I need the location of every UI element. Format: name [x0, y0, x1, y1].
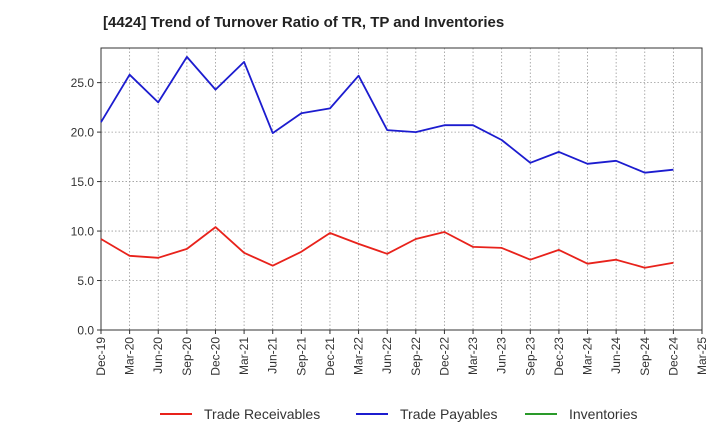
y-tick-label: 20.0: [71, 126, 95, 140]
y-tick-label: 15.0: [71, 175, 95, 189]
y-tick-label: 25.0: [71, 76, 95, 90]
x-tick-label: Sep-23: [523, 337, 537, 376]
series-layer: [100, 56, 674, 269]
x-tick-label: Jun-21: [266, 337, 280, 374]
x-tick-label: Jun-22: [380, 337, 394, 374]
x-tick-label: Dec-20: [208, 337, 222, 376]
chart-title: [4424] Trend of Turnover Ratio of TR, TP…: [103, 14, 505, 31]
plot-frame: [100, 47, 703, 331]
x-tick-label: Jun-24: [609, 337, 623, 374]
x-tick-label: Sep-21: [294, 337, 308, 376]
legend-label-trade-payables: Trade Payables: [400, 406, 498, 422]
legend-layer: Trade Receivables Trade Payables Inventori…: [160, 406, 637, 422]
x-tick-label: Mar-21: [237, 337, 251, 375]
x-tick-label: Sep-24: [638, 337, 652, 376]
x-tick-label: Mar-23: [466, 337, 480, 375]
x-tick-label: Mar-25: [695, 337, 709, 375]
axis-layer: 0.0 5.0 10.0 15.0 20.0 25.0 Dec-19 Mar-20 Jun-20…: [71, 47, 709, 376]
x-tick-label: Jun-23: [495, 337, 509, 374]
y-tick-label: 5.0: [77, 274, 94, 288]
x-tick-label: Dec-22: [437, 337, 451, 376]
y-tick-label: 0.0: [77, 324, 94, 338]
y-tick-label: 10.0: [71, 225, 95, 239]
x-tick-label: Mar-22: [352, 337, 366, 375]
x-tick-label: Dec-23: [552, 337, 566, 376]
x-tick-label: Sep-20: [180, 337, 194, 376]
grid-layer: [101, 48, 702, 330]
series-line-trade-payables: [100, 56, 674, 174]
x-tick-label: Mar-20: [123, 337, 137, 375]
x-tick-label: Sep-22: [409, 337, 423, 376]
legend-label-trade-receivables: Trade Receivables: [204, 406, 320, 422]
x-tick-label: Jun-20: [151, 337, 165, 374]
x-tick-label: Dec-21: [323, 337, 337, 376]
x-tick-label: Dec-19: [94, 337, 108, 376]
x-tick-label: Dec-24: [666, 337, 680, 376]
series-line-trade-receivables: [100, 226, 674, 269]
legend-label-inventories: Inventories: [569, 406, 637, 422]
x-tick-label: Mar-24: [581, 337, 595, 375]
